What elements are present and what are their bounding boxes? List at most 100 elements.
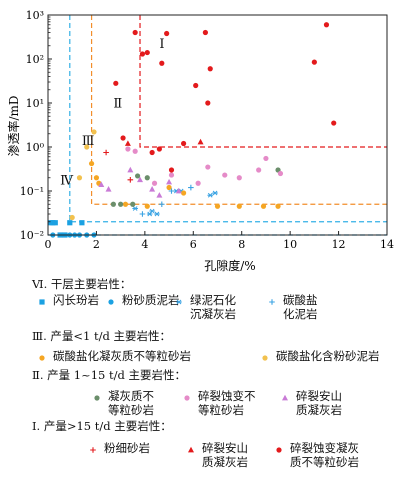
x-axis-label: 孔隙度/% [204,258,255,272]
data-point [205,164,211,170]
data-point [195,180,201,186]
data-point [125,146,131,152]
legend-marker [282,394,288,401]
axes: 0 2 4 6 8 10 12 14 10⁻² 10⁻¹ 10⁰ 10¹ 10² 10³ [20,9,394,251]
legend-item: 碳酸盐化含粉砂泥岩 [258,349,380,364]
legend-marker [39,299,45,305]
legend-item-label: 碳酸盐 化泥岩 [283,293,318,321]
data-point [149,208,155,214]
data-point [139,51,146,57]
data-point [113,80,119,86]
data-point [69,214,75,221]
data-point [79,220,85,226]
data-point [132,148,138,154]
data-point [137,176,144,183]
data-point [88,160,95,167]
legend-marker [262,355,268,361]
x-tick-label: 2 [93,238,100,251]
legend-marker [276,447,282,453]
data-point [236,175,242,181]
data-point [144,49,150,56]
legend-item: 碳酸盐化凝灰质不等粒砂岩 [35,349,191,364]
x-tick-label: 6 [190,238,197,251]
legend-marker [269,299,275,305]
data-point [176,299,182,305]
y-tick-label: 10⁻² [20,229,44,242]
legend-item: 碎裂安山 质凝灰岩 [184,441,248,470]
data-point [331,120,337,126]
data-point [146,211,153,217]
legend-item-label: 碎裂安山 质凝灰岩 [296,389,342,417]
data-point [108,299,114,305]
y-tick-label: 10⁻¹ [20,185,44,198]
zone-boundary [139,15,387,148]
y-tick-label: 10² [26,53,44,66]
legend: Ⅵ. 干层主要岩性： 闪长玢岩 粉砂质泥岩 绿泥石化 沉凝灰岩 碳酸盐 化泥岩 Ⅲ. 产量… [0,272,412,478]
data-point [175,187,182,194]
data-point [156,146,162,152]
legend-marker [184,395,190,401]
data-point [98,181,105,187]
data-point [76,175,83,181]
y-tick-label: 10⁰ [26,141,45,154]
data-point [127,166,134,173]
legend-group-header: Ⅰ. 产量>15 t/d 主要岩性： [32,419,172,433]
legend-item-label: 绿泥石化 沉凝灰岩 [190,293,236,321]
data-point [132,29,138,36]
x-tick-label: 14 [380,238,394,251]
legend-group-header: Ⅱ. 产量 1~15 t/d 主要岩性： [32,368,187,382]
data-point [118,201,124,207]
data-point [168,172,175,178]
data-point [212,190,218,196]
zone-boundary [69,15,387,223]
data-point [181,140,187,147]
data-point [127,176,134,183]
data-point [39,299,45,305]
data-point [144,203,150,209]
y-axis-label: 渗透率/mD [6,95,21,156]
data-point [159,201,165,208]
data-point [91,129,97,135]
legend-item-label: 碎裂蚀变不 等粒砂岩 [198,389,256,417]
data-point [156,192,163,198]
zone-label: Ⅳ [60,174,74,189]
data-point [323,22,330,28]
data-point [276,447,282,453]
data-point [90,447,96,453]
data-point [197,138,204,145]
data-point [52,220,58,226]
data-point [122,201,129,207]
legend-item: 闪长玢岩 [35,293,99,308]
data-point [134,173,141,179]
data-point [202,29,208,36]
plot-frame [47,14,388,236]
y-tick-label: 10³ [26,9,44,22]
data-point [39,355,45,361]
legend-group-header: Ⅲ. 产量<1 t/d 主要岩性： [32,329,172,343]
data-point [94,395,100,401]
data-point [105,185,112,192]
legend-item-label: 碳酸盐化含粉砂泥岩 [276,349,380,363]
legend-item: 碎裂蚀变不 等粒砂岩 [180,389,256,418]
data-point [124,140,131,146]
legend-item: 粉砂质泥岩 [104,293,180,308]
data-point [144,175,150,181]
data-point [132,206,138,211]
data-point [84,144,90,150]
data-point [222,172,228,178]
legend-item-label: 粉砂质泥岩 [122,293,180,307]
data-point [181,190,187,196]
legend-marker [39,355,45,361]
legend-item: 粉细砂岩 [86,441,150,456]
legend-item-label: 凝灰质不 等粒砂岩 [108,389,154,417]
data-point [168,188,175,194]
data-point [151,180,158,186]
legend-marker [176,299,182,305]
y-tick-label: 10¹ [26,97,44,110]
data-point [311,59,317,65]
data-point [236,203,242,209]
data-point [263,155,269,162]
legend-marker [94,395,100,401]
data-point [193,82,199,89]
data-point [149,185,156,192]
